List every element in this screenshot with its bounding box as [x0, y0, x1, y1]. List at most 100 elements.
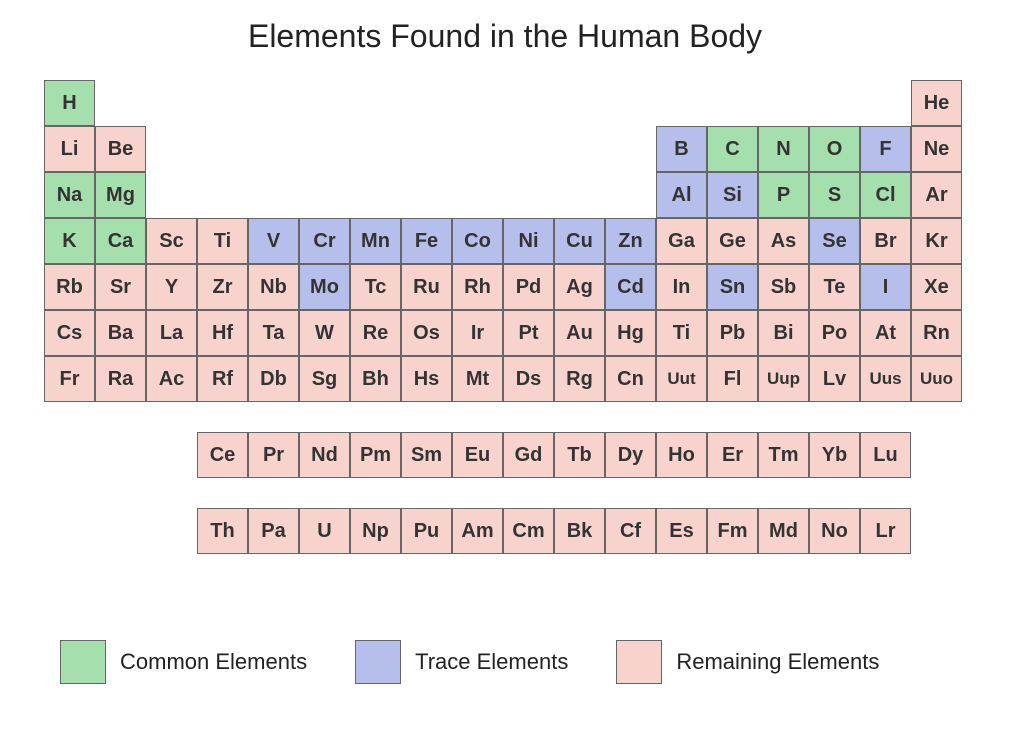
element-cell-kr: Kr: [911, 218, 962, 264]
element-cell-v: V: [248, 218, 299, 264]
element-cell-ta: Ta: [248, 310, 299, 356]
element-cell-sb: Sb: [758, 264, 809, 310]
element-cell-i: I: [860, 264, 911, 310]
element-cell-zr: Zr: [197, 264, 248, 310]
element-cell-uut: Uut: [656, 356, 707, 402]
element-cell-eu: Eu: [452, 432, 503, 478]
element-cell-ag: Ag: [554, 264, 605, 310]
legend: Common Elements Trace Elements Remaining E…: [60, 640, 907, 684]
element-cell-al: Al: [656, 172, 707, 218]
element-cell-f: F: [860, 126, 911, 172]
element-cell-nb: Nb: [248, 264, 299, 310]
element-cell-rh: Rh: [452, 264, 503, 310]
element-cell-te: Te: [809, 264, 860, 310]
element-cell-sm: Sm: [401, 432, 452, 478]
element-cell-ga: Ga: [656, 218, 707, 264]
element-cell-ar: Ar: [911, 172, 962, 218]
element-cell-bh: Bh: [350, 356, 401, 402]
element-cell-gd: Gd: [503, 432, 554, 478]
element-cell-na: Na: [44, 172, 95, 218]
element-cell-au: Au: [554, 310, 605, 356]
element-cell-at: At: [860, 310, 911, 356]
element-cell-p: P: [758, 172, 809, 218]
element-cell-cf: Cf: [605, 508, 656, 554]
element-cell-mt: Mt: [452, 356, 503, 402]
element-cell-u: U: [299, 508, 350, 554]
element-cell-rf: Rf: [197, 356, 248, 402]
element-cell-ca: Ca: [95, 218, 146, 264]
element-cell-li: Li: [44, 126, 95, 172]
element-cell-cs: Cs: [44, 310, 95, 356]
page-title: Elements Found in the Human Body: [0, 18, 1010, 55]
element-cell-rn: Rn: [911, 310, 962, 356]
legend-swatch-trace: [355, 640, 401, 684]
element-cell-tb: Tb: [554, 432, 605, 478]
element-cell-hs: Hs: [401, 356, 452, 402]
element-cell-k: K: [44, 218, 95, 264]
element-cell-bk: Bk: [554, 508, 605, 554]
element-cell-rb: Rb: [44, 264, 95, 310]
element-cell-tc: Tc: [350, 264, 401, 310]
element-cell-pa: Pa: [248, 508, 299, 554]
element-cell-br: Br: [860, 218, 911, 264]
legend-item-common: Common Elements: [60, 640, 307, 684]
element-cell-os: Os: [401, 310, 452, 356]
element-cell-ba: Ba: [95, 310, 146, 356]
element-cell-rg: Rg: [554, 356, 605, 402]
element-cell-o: O: [809, 126, 860, 172]
element-cell-y: Y: [146, 264, 197, 310]
element-cell-fl: Fl: [707, 356, 758, 402]
element-cell-si: Si: [707, 172, 758, 218]
element-cell-co: Co: [452, 218, 503, 264]
element-cell-db: Db: [248, 356, 299, 402]
element-cell-pt: Pt: [503, 310, 554, 356]
element-cell-xe: Xe: [911, 264, 962, 310]
element-cell-pb: Pb: [707, 310, 758, 356]
element-cell-po: Po: [809, 310, 860, 356]
element-cell-in: In: [656, 264, 707, 310]
element-cell-md: Md: [758, 508, 809, 554]
element-cell-mg: Mg: [95, 172, 146, 218]
element-cell-nd: Nd: [299, 432, 350, 478]
element-cell-la: La: [146, 310, 197, 356]
element-cell-cn: Cn: [605, 356, 656, 402]
element-cell-h: H: [44, 80, 95, 126]
element-cell-ds: Ds: [503, 356, 554, 402]
element-cell-sn: Sn: [707, 264, 758, 310]
element-cell-fr: Fr: [44, 356, 95, 402]
element-cell-cu: Cu: [554, 218, 605, 264]
element-cell-ce: Ce: [197, 432, 248, 478]
legend-label-remaining: Remaining Elements: [676, 649, 879, 675]
element-cell-mo: Mo: [299, 264, 350, 310]
element-cell-ra: Ra: [95, 356, 146, 402]
element-cell-pu: Pu: [401, 508, 452, 554]
element-cell-he: He: [911, 80, 962, 126]
element-cell-s: S: [809, 172, 860, 218]
element-cell-w: W: [299, 310, 350, 356]
element-cell-uus: Uus: [860, 356, 911, 402]
element-cell-dy: Dy: [605, 432, 656, 478]
element-cell-hf: Hf: [197, 310, 248, 356]
element-cell-ho: Ho: [656, 432, 707, 478]
element-cell-fm: Fm: [707, 508, 758, 554]
element-cell-es: Es: [656, 508, 707, 554]
element-cell-pd: Pd: [503, 264, 554, 310]
element-cell-np: Np: [350, 508, 401, 554]
element-cell-cl: Cl: [860, 172, 911, 218]
element-cell-n: N: [758, 126, 809, 172]
element-cell-yb: Yb: [809, 432, 860, 478]
legend-item-remaining: Remaining Elements: [616, 640, 879, 684]
element-cell-se: Se: [809, 218, 860, 264]
element-cell-ti: Ti: [197, 218, 248, 264]
element-cell-sc: Sc: [146, 218, 197, 264]
element-cell-cd: Cd: [605, 264, 656, 310]
element-cell-lv: Lv: [809, 356, 860, 402]
element-cell-fe: Fe: [401, 218, 452, 264]
element-cell-cm: Cm: [503, 508, 554, 554]
legend-swatch-remaining: [616, 640, 662, 684]
legend-label-trace: Trace Elements: [415, 649, 568, 675]
element-cell-no: No: [809, 508, 860, 554]
element-cell-er: Er: [707, 432, 758, 478]
legend-swatch-common: [60, 640, 106, 684]
element-cell-uup: Uup: [758, 356, 809, 402]
